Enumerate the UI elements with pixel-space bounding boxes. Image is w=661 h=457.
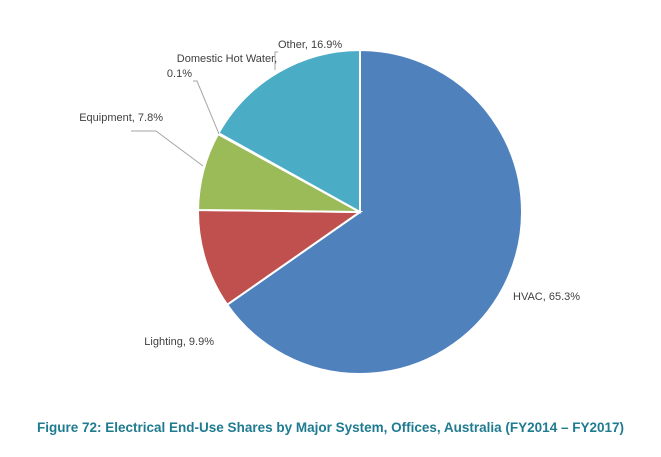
leader-line-other [274, 51, 278, 70]
pie-chart: HVAC, 65.3% Lighting, 9.9% Equipment, 7.8%… [79, 39, 580, 375]
pie-slice-other [217, 48, 361, 214]
data-label-domestic-hot-water-line1: Domestic Hot Water, [177, 53, 277, 65]
pie-slice-hvac [225, 48, 523, 375]
data-label-equipment: Equipment, 7.8% [79, 112, 163, 124]
figure-caption: Figure 72: Electrical End-Use Shares by … [37, 420, 624, 435]
leader-line-domestic-hot-water [193, 80, 220, 135]
data-label-lighting: Lighting, 9.9% [144, 336, 214, 348]
leader-line-equipment [131, 130, 204, 167]
pie-slice-lighting [197, 208, 364, 307]
data-label-other: Other, 16.9% [278, 39, 342, 51]
pie-chart-svg: HVAC, 65.3% Lighting, 9.9% Equipment, 7.8%… [79, 39, 580, 375]
data-label-hvac: HVAC, 65.3% [513, 291, 580, 303]
data-label-domestic-hot-water-line2: 0.1% [167, 68, 192, 80]
